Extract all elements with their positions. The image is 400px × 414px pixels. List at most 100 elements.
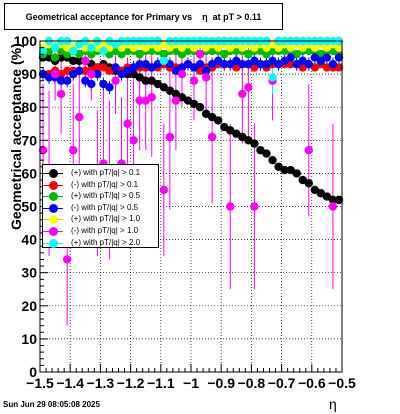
data-point <box>304 146 313 155</box>
data-point <box>304 179 313 188</box>
x-tick-label: −1.5 <box>26 375 54 391</box>
legend-label: (-) with pT/|q| > 1.0 <box>71 226 139 235</box>
data-point <box>213 116 223 125</box>
data-point <box>111 63 120 72</box>
legend-marker <box>49 192 58 202</box>
x-tick-label: −0.9 <box>207 375 235 391</box>
data-point <box>75 66 84 75</box>
data-point <box>262 149 271 158</box>
data-point <box>328 202 338 211</box>
data-point <box>201 73 211 82</box>
data-point <box>50 53 60 62</box>
legend-item: (-) with pT/|q| > 0.5 <box>43 202 160 214</box>
data-point <box>207 132 217 142</box>
x-tick-label: −0.8 <box>238 375 266 391</box>
legend-item: (-) with pT/|q| > 0.1 <box>43 179 160 191</box>
y-axis-ticks: 0 10 20 30 40 50 60 70 80 90 100 <box>14 33 48 380</box>
legend-label: (+) with pT/|q| > 2.0 <box>71 237 141 247</box>
data-point <box>93 63 102 72</box>
data-point <box>75 112 84 122</box>
data-point <box>129 136 138 145</box>
legend-item: (+) with pT/|q| > 0.5 <box>43 190 160 202</box>
data-point <box>226 202 235 211</box>
data-point <box>93 69 102 79</box>
legend-label: (-) with pT/|q| > 0.5 <box>71 202 139 212</box>
chart-title: Geometrical acceptance for Primary vs η … <box>4 3 283 30</box>
legend-label: (+) with pT/|q| > 1.0 <box>71 214 141 224</box>
data-point <box>195 103 205 112</box>
data-point <box>268 155 277 165</box>
data-point <box>334 195 344 205</box>
data-point <box>195 50 205 59</box>
data-point <box>238 59 247 69</box>
data-point <box>69 46 78 56</box>
data-point <box>171 96 181 105</box>
y-tick-label: 30 <box>21 265 37 281</box>
data-point <box>50 69 60 79</box>
data-point <box>56 76 66 85</box>
legend-item: (+) with pT/|q| > 1.0 <box>43 213 160 225</box>
data-point <box>177 69 187 79</box>
legend-marker <box>49 227 58 236</box>
legend-marker <box>49 180 58 190</box>
data-point <box>147 93 156 102</box>
data-point <box>220 59 229 69</box>
legend-item: (-) with pT/|q| > 1.0 <box>43 225 160 237</box>
data-point <box>292 169 301 178</box>
y-tick-label: 10 <box>21 331 37 347</box>
data-point <box>334 43 344 52</box>
data-point <box>50 43 60 52</box>
x-tick-label: −1.2 <box>117 375 145 391</box>
data-point <box>99 46 108 56</box>
data-point <box>189 76 199 85</box>
data-point <box>87 79 96 89</box>
legend-label: (+) with pT/|q| > 0.1 <box>71 168 141 177</box>
x-tick-label: −1.3 <box>87 375 115 391</box>
data-point <box>87 69 96 79</box>
legend-marker <box>49 238 58 248</box>
legend-marker <box>49 169 58 178</box>
x-axis-ticks: −1.5 −1.4 −1.3 −1.2 −1.1 −1 −0.9 −0.8 −0.7 −0.6 −0… <box>26 364 356 391</box>
legend-item: (+) with pT/|q| > 0.1 <box>43 167 160 179</box>
legend-label: (-) with pT/|q| > 0.1 <box>71 179 139 189</box>
data-point <box>105 83 114 92</box>
data-point <box>38 146 48 155</box>
x-tick-label: −0.6 <box>298 375 326 391</box>
data-point <box>304 59 313 69</box>
data-point <box>69 146 78 155</box>
data-point <box>38 46 48 56</box>
data-point <box>328 59 338 69</box>
data-point <box>322 53 332 62</box>
data-point <box>244 83 253 92</box>
y-tick-label: 90 <box>21 66 37 82</box>
x-axis-label: η <box>329 396 337 412</box>
data-point <box>159 185 169 195</box>
data-point <box>123 119 132 128</box>
x-tick-label: −1 <box>183 375 199 391</box>
y-tick-label: 70 <box>21 132 37 148</box>
data-point <box>141 76 150 85</box>
data-point <box>75 56 84 66</box>
x-tick-label: −0.7 <box>268 375 296 391</box>
data-point <box>201 66 211 75</box>
y-tick-label: 20 <box>21 298 37 314</box>
y-tick-label: 0 <box>29 364 37 380</box>
legend-item: (+) with pT/|q| > 2.0 <box>43 237 160 249</box>
y-tick-label: 100 <box>14 33 38 49</box>
data-point <box>250 202 259 211</box>
legend-marker <box>49 215 58 225</box>
data-point <box>268 73 277 82</box>
y-tick-label: 60 <box>21 165 37 181</box>
data-point <box>56 89 66 99</box>
y-tick-label: 40 <box>21 232 37 248</box>
data-point <box>250 139 259 148</box>
data-point <box>69 56 78 66</box>
data-point <box>280 165 289 175</box>
data-point <box>87 43 96 52</box>
data-point <box>165 132 175 142</box>
data-point <box>135 96 144 105</box>
data-point <box>286 53 295 62</box>
footer-timestamp: Sun Jun 29 08:05:08 2025 <box>3 400 100 409</box>
series-3 <box>38 53 344 92</box>
